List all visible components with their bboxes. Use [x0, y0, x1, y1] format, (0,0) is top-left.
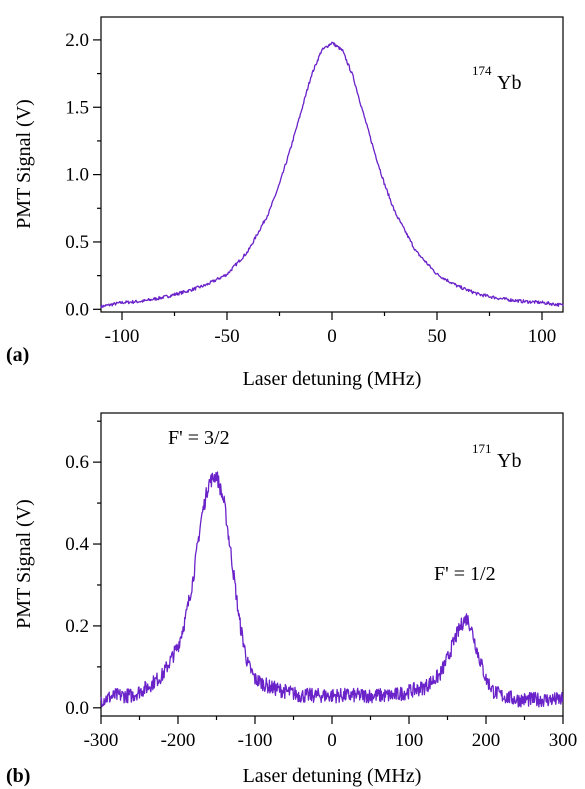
- y-ticks-a: 0.0 0.5 1.0 1.5 2.0: [65, 30, 101, 320]
- y-tick-label: 0.4: [65, 534, 89, 555]
- panel-label-b: (b): [6, 765, 30, 787]
- y-tick-label: 1.0: [65, 165, 89, 186]
- x-tick-label: -300: [84, 730, 119, 751]
- isotope-sup-b: 171: [472, 441, 492, 456]
- x-tick-label: -50: [214, 326, 239, 347]
- isotope-label-b: Yb: [497, 450, 521, 472]
- isotope-sup-a: 174: [472, 63, 492, 78]
- y-axis-label-b: PMT Signal (V): [13, 499, 35, 629]
- panel-label-a: (a): [6, 344, 29, 366]
- x-tick-label: 100: [528, 326, 557, 347]
- y-tick-label: 0.0: [65, 299, 89, 320]
- x-tick-label: -100: [238, 730, 273, 751]
- plot-frame-a: [100, 16, 564, 313]
- x-ticks-a: -100 -50 0 50 100: [105, 312, 557, 347]
- x-tick-label: 0: [327, 730, 337, 751]
- peak-label-f32: F' = 3/2: [168, 427, 230, 449]
- trace-171yb: [100, 471, 564, 708]
- panel-b: 0.0 0.2 0.4 0.6 -300 -200 -100 0 100 200 300 Lase…: [6, 412, 578, 787]
- x-tick-label: -100: [105, 326, 140, 347]
- x-ticks-b: -300 -200 -100 0 100 200 300: [84, 716, 578, 751]
- x-tick-label: 300: [549, 730, 578, 751]
- y-tick-label: 0.5: [65, 232, 89, 253]
- y-tick-label: 1.5: [65, 97, 89, 118]
- x-tick-label: 100: [395, 730, 424, 751]
- y-tick-label: 0.0: [65, 698, 89, 719]
- x-tick-label: 200: [472, 730, 501, 751]
- trace-174yb: [100, 41, 564, 309]
- x-axis-label-b: Laser detuning (MHz): [243, 765, 422, 787]
- x-tick-label: 50: [428, 326, 447, 347]
- y-tick-label: 0.2: [65, 616, 89, 637]
- y-ticks-b: 0.0 0.2 0.4 0.6: [65, 420, 101, 719]
- y-axis-label-a: PMT Signal (V): [13, 99, 35, 229]
- panel-a: 0.0 0.5 1.0 1.5 2.0 -100 -50 0 50 100 Laser detu…: [6, 16, 564, 390]
- y-tick-label: 0.6: [65, 452, 89, 473]
- isotope-label-a: Yb: [497, 72, 521, 94]
- y-tick-label: 2.0: [65, 30, 89, 51]
- x-tick-label: -200: [161, 730, 196, 751]
- peak-label-f12: F' = 1/2: [434, 563, 496, 585]
- x-tick-label: 0: [327, 326, 337, 347]
- x-axis-label-a: Laser detuning (MHz): [243, 368, 422, 390]
